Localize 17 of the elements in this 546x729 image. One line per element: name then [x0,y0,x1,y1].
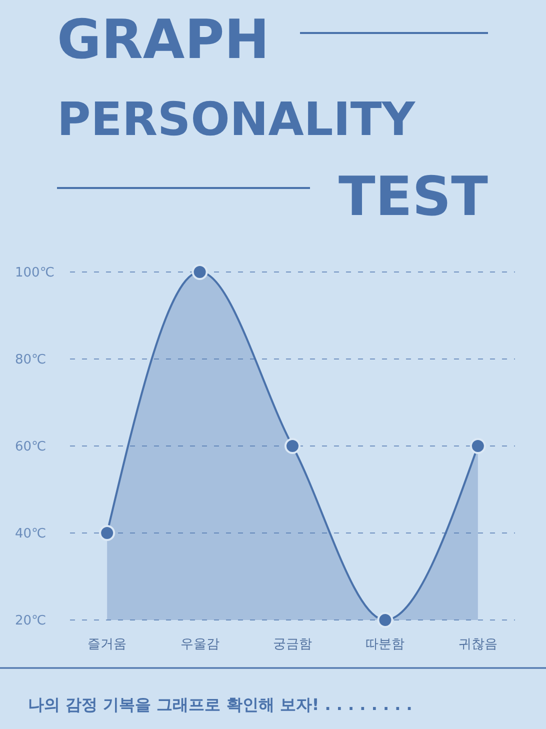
y-tick-label: 100℃ [15,266,54,281]
y-tick-label: 20℃ [15,614,46,629]
y-tick-label: 60℃ [15,440,46,455]
x-tick-label: 즐거움 [88,637,127,652]
x-tick-label: 궁금함 [273,637,312,652]
text: 나의 감정 기복을 그래프로 확인해 보자! . . . . . . . . [28,695,412,714]
y-tick-label: 40℃ [15,526,46,542]
x-tick-label: 우울감 [180,637,220,652]
point [377,612,394,628]
point [192,264,208,280]
y-tick-label: 80℃ [15,352,46,368]
chart-title: GRAPH PERSONALITY TEST [57,8,488,228]
x-tick-label: 귀찮음 [458,637,498,652]
point [470,438,486,454]
point [284,438,300,454]
point [99,525,116,541]
x-tick-label: 따분함 [366,637,405,652]
